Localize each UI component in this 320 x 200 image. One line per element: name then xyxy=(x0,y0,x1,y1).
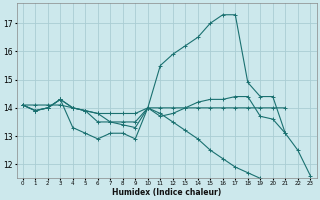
X-axis label: Humidex (Indice chaleur): Humidex (Indice chaleur) xyxy=(112,188,221,197)
